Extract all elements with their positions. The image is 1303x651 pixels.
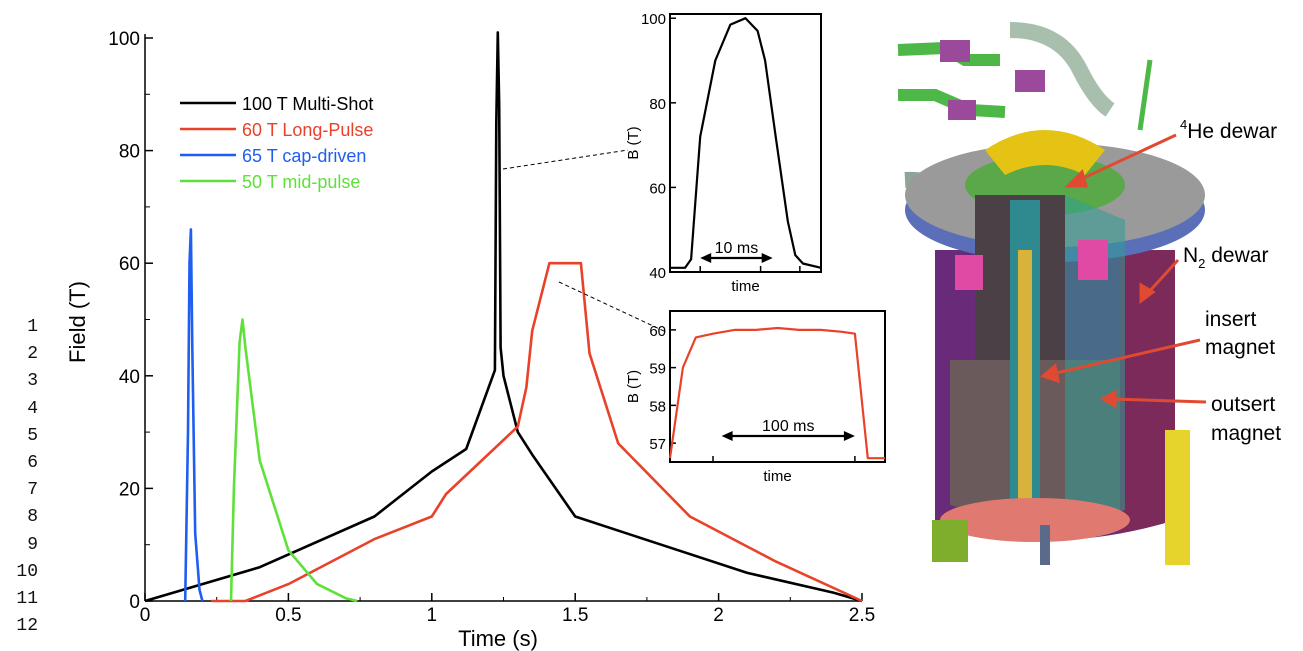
bottom-flange: [940, 498, 1130, 542]
inset-y-tick-label: 59: [649, 361, 666, 378]
connector-line-lower: [558, 281, 667, 333]
line-number: 9: [27, 534, 38, 555]
inset-100t-pulse: 40 60 80 100 10 ms time B (T): [625, 11, 822, 295]
line-number: 8: [27, 507, 38, 528]
top-yellow-ring: [985, 130, 1105, 175]
inset-y-tick-label: 60: [649, 180, 666, 197]
inset-x-label: time: [763, 468, 791, 485]
x-tick-label: 0: [140, 605, 151, 626]
y-tick-label: 0: [129, 592, 140, 613]
inset-y-label: B (T): [625, 370, 642, 403]
y-tick-label: 60: [119, 254, 140, 275]
inset-y-tick-label: 60: [649, 323, 666, 340]
dewar-right-shade: [1120, 250, 1175, 533]
inset-series-line: [670, 17, 822, 269]
pink-coil-stack-1: [1078, 240, 1108, 280]
foot-right: [1165, 430, 1190, 565]
outsert-coils-left: [950, 360, 1010, 520]
inset-series-line: [668, 326, 885, 460]
he-dewar-label: 4He dewar: [1180, 117, 1277, 143]
line-number: 5: [27, 425, 38, 446]
line-number: 11: [16, 588, 38, 609]
inset-arrowhead-right: [761, 253, 773, 263]
inset-frame: [669, 13, 822, 273]
series-line-3: [229, 318, 358, 603]
x-axis-label: Time (s): [458, 626, 538, 651]
bottom-stem: [1040, 525, 1050, 565]
outsert-magnet-label-line2: magnet: [1211, 422, 1281, 445]
legend-label: 65 T cap-driven: [242, 146, 366, 166]
main-axes: 0 0.5 1 1.5 2 2.5 0 20 40 60 80 100: [108, 29, 875, 626]
inset-span-label: 100 ms: [762, 418, 814, 435]
magnet-cutaway-illustration: 4He dewar N2 dewar insert magnet outsert…: [897, 22, 1281, 565]
series-line-0: [144, 31, 863, 603]
line-number: 2: [27, 344, 38, 365]
line-number: 1: [27, 317, 38, 337]
y-tick-label: 80: [119, 142, 140, 163]
n2-dewar-label: N2 dewar: [1183, 244, 1268, 271]
connector-line-upper: [502, 149, 629, 170]
inset-arrowhead-left: [721, 431, 733, 441]
y-axis-label: Field (T): [65, 281, 90, 363]
valve-block-1: [940, 40, 970, 62]
main-series-group: [144, 31, 863, 603]
main-chart: 0 0.5 1 1.5 2 2.5 0 20 40 60 80 100 Time (s) Field …: [65, 29, 875, 651]
outsert-magnet-label-line1: outsert: [1211, 393, 1275, 416]
inset-y-tick-label: 58: [649, 398, 666, 415]
y-tick-label: 100: [108, 29, 140, 50]
valve-block-3: [1015, 70, 1045, 92]
insert-core: [1018, 250, 1032, 520]
legend-label: 100 T Multi-Shot: [242, 94, 373, 114]
legend: 100 T Multi-Shot 60 T Long-Pulse 65 T cap-…: [180, 94, 373, 192]
line-number: 12: [16, 616, 38, 637]
inset-y-tick-label: 80: [649, 96, 666, 113]
inset-span-label: 10 ms: [715, 240, 759, 257]
y-tick-label: 40: [119, 367, 140, 388]
x-tick-label: 2: [713, 605, 724, 626]
foot-left: [932, 520, 968, 562]
inset-arrowhead-left: [700, 253, 712, 263]
inset-y-tick-label: 100: [641, 11, 666, 28]
pipe-right-green: [1137, 59, 1153, 131]
pink-coil-stack-2: [955, 255, 983, 290]
inset-60t-pulse: 57 58 59 60 100 ms time B (T): [625, 310, 886, 485]
inset-arrowhead-right: [843, 431, 855, 441]
x-tick-label: 2.5: [849, 605, 875, 626]
line-number: 10: [16, 561, 38, 582]
inset-y-label: B (T): [625, 126, 642, 159]
inset-y-tick-label: 40: [649, 265, 666, 282]
insert-magnet-label-line1: insert: [1205, 308, 1257, 331]
x-tick-label: 0.5: [275, 605, 301, 626]
line-number: 6: [27, 452, 38, 473]
inset-y-tick-label: 57: [649, 436, 666, 453]
line-number: 4: [27, 398, 38, 419]
line-number: 3: [27, 371, 38, 392]
line-number-gutter: 1 2 3 4 5 6 7 8 9 10 11 12: [0, 314, 38, 640]
line-number: 7: [27, 480, 38, 501]
inset-x-label: time: [731, 278, 759, 295]
x-tick-label: 1.5: [562, 605, 588, 626]
x-tick-label: 1: [427, 605, 438, 626]
valve-block-2: [948, 100, 976, 120]
pointer-arrows: [1039, 133, 1207, 409]
y-tick-label: 20: [119, 479, 140, 500]
series-line-1: [211, 261, 863, 603]
pipe-top-gray: [1009, 22, 1115, 117]
insert-magnet-label-line2: magnet: [1205, 336, 1275, 359]
legend-label: 50 T mid-pulse: [242, 172, 360, 192]
series-line-2: [183, 228, 204, 602]
legend-label: 60 T Long-Pulse: [242, 120, 373, 140]
